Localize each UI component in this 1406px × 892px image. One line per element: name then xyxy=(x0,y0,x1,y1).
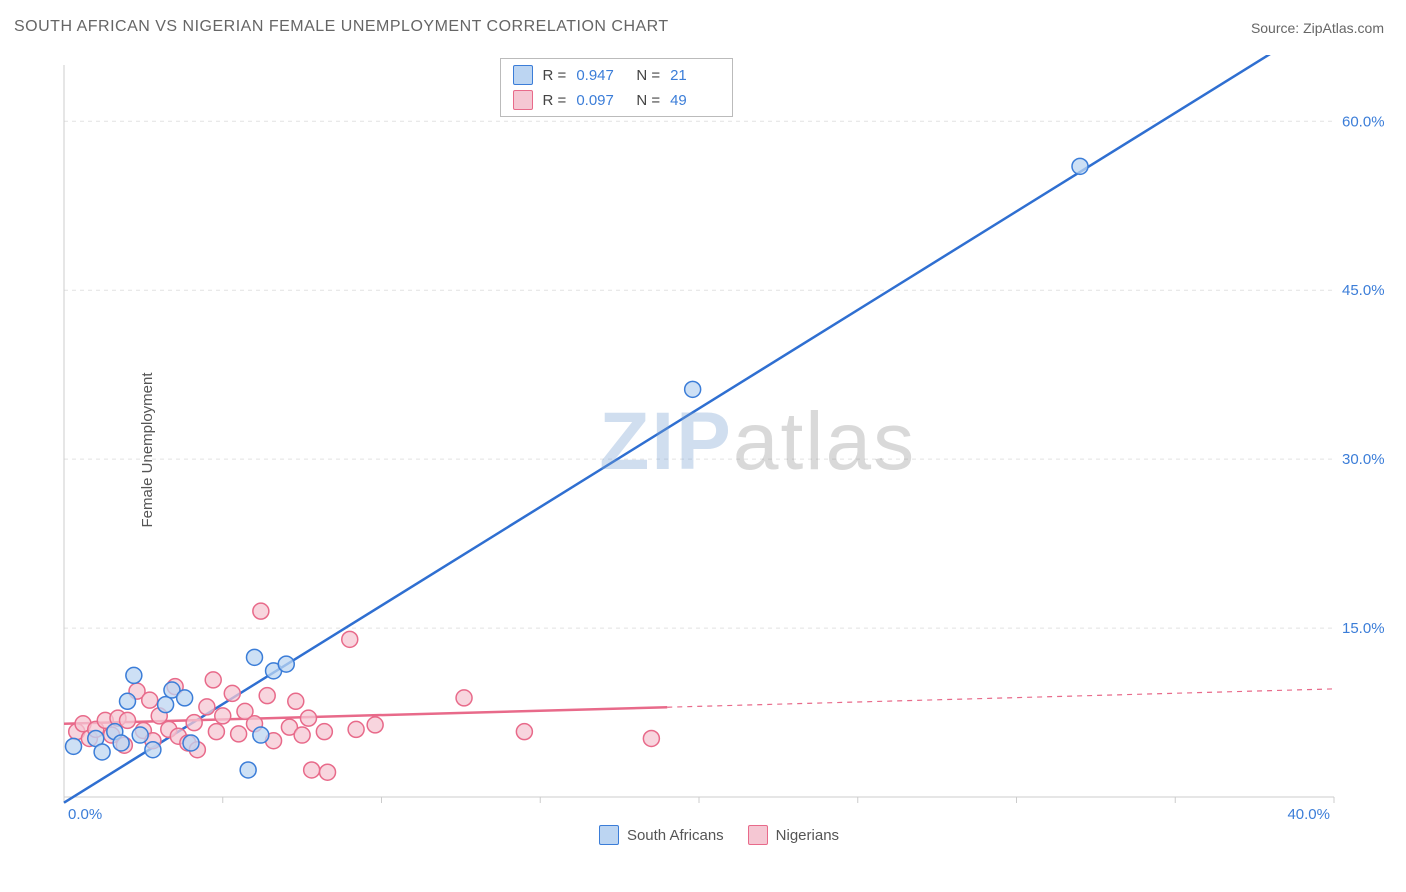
scatter-point xyxy=(94,744,110,760)
scatter-point xyxy=(177,690,193,706)
scatter-chart: 15.0% 30.0% 45.0% 60.0% 0.0% 40.0% xyxy=(54,55,1384,845)
scatter-point xyxy=(224,685,240,701)
scatter-point xyxy=(240,762,256,778)
scatter-point xyxy=(126,667,142,683)
y-tick-label: 15.0% xyxy=(1342,620,1384,637)
correlation-swatch xyxy=(513,90,533,110)
scatter-point xyxy=(66,738,82,754)
scatter-point xyxy=(300,710,316,726)
scatter-point xyxy=(132,727,148,743)
scatter-point xyxy=(113,735,129,751)
scatter-point xyxy=(1072,158,1088,174)
regression-line xyxy=(64,55,1271,803)
scatter-point xyxy=(456,690,472,706)
scatter-point xyxy=(120,712,136,728)
x-tick-label: 0.0% xyxy=(68,806,102,823)
correlation-n-label: N = xyxy=(636,67,660,84)
scatter-point xyxy=(348,721,364,737)
correlation-r-label: R = xyxy=(543,92,567,109)
legend-label: South Africans xyxy=(627,827,724,844)
correlation-legend-box: R = 0.947 N = 21 R = 0.097 N = 49 xyxy=(500,58,734,117)
scatter-point xyxy=(367,717,383,733)
chart-area: Female Unemployment 15.0%30.0%45.0%60.0%… xyxy=(54,55,1384,845)
scatter-point xyxy=(145,742,161,758)
correlation-n-value: 21 xyxy=(670,67,720,84)
legend-swatch xyxy=(599,825,619,845)
scatter-point xyxy=(215,708,231,724)
scatter-point xyxy=(142,692,158,708)
scatter-point xyxy=(208,724,224,740)
correlation-r-value: 0.097 xyxy=(576,92,626,109)
y-tick-label: 45.0% xyxy=(1342,282,1384,299)
scatter-point xyxy=(294,727,310,743)
correlation-row: R = 0.947 N = 21 xyxy=(513,65,721,85)
scatter-point xyxy=(516,724,532,740)
correlation-row: R = 0.097 N = 49 xyxy=(513,90,721,110)
legend-swatch xyxy=(748,825,768,845)
scatter-point xyxy=(316,724,332,740)
scatter-point xyxy=(158,697,174,713)
scatter-point xyxy=(304,762,320,778)
scatter-point xyxy=(186,715,202,731)
scatter-point xyxy=(253,603,269,619)
scatter-point xyxy=(643,730,659,746)
legend-item: South Africans xyxy=(599,825,724,845)
legend-item: Nigerians xyxy=(748,825,839,845)
scatter-point xyxy=(253,727,269,743)
scatter-point xyxy=(199,699,215,715)
source-label: Source: ZipAtlas.com xyxy=(1251,20,1384,36)
scatter-point xyxy=(205,672,221,688)
correlation-r-value: 0.947 xyxy=(576,67,626,84)
scatter-point xyxy=(342,631,358,647)
legend-label: Nigerians xyxy=(776,827,839,844)
series-legend: South Africans Nigerians xyxy=(54,825,1384,845)
scatter-point xyxy=(231,726,247,742)
chart-title: SOUTH AFRICAN VS NIGERIAN FEMALE UNEMPLO… xyxy=(14,18,669,36)
correlation-swatch xyxy=(513,65,533,85)
y-tick-label: 60.0% xyxy=(1342,113,1384,130)
scatter-point xyxy=(288,693,304,709)
scatter-point xyxy=(120,693,136,709)
y-tick-label: 30.0% xyxy=(1342,451,1384,468)
scatter-point xyxy=(278,656,294,672)
scatter-point xyxy=(183,735,199,751)
correlation-r-label: R = xyxy=(543,67,567,84)
x-tick-label: 40.0% xyxy=(1287,806,1330,823)
scatter-point xyxy=(247,649,263,665)
scatter-point xyxy=(685,381,701,397)
regression-line-dashed xyxy=(667,689,1334,707)
correlation-n-value: 49 xyxy=(670,92,720,109)
scatter-point xyxy=(320,764,336,780)
scatter-point xyxy=(259,688,275,704)
correlation-n-label: N = xyxy=(636,92,660,109)
